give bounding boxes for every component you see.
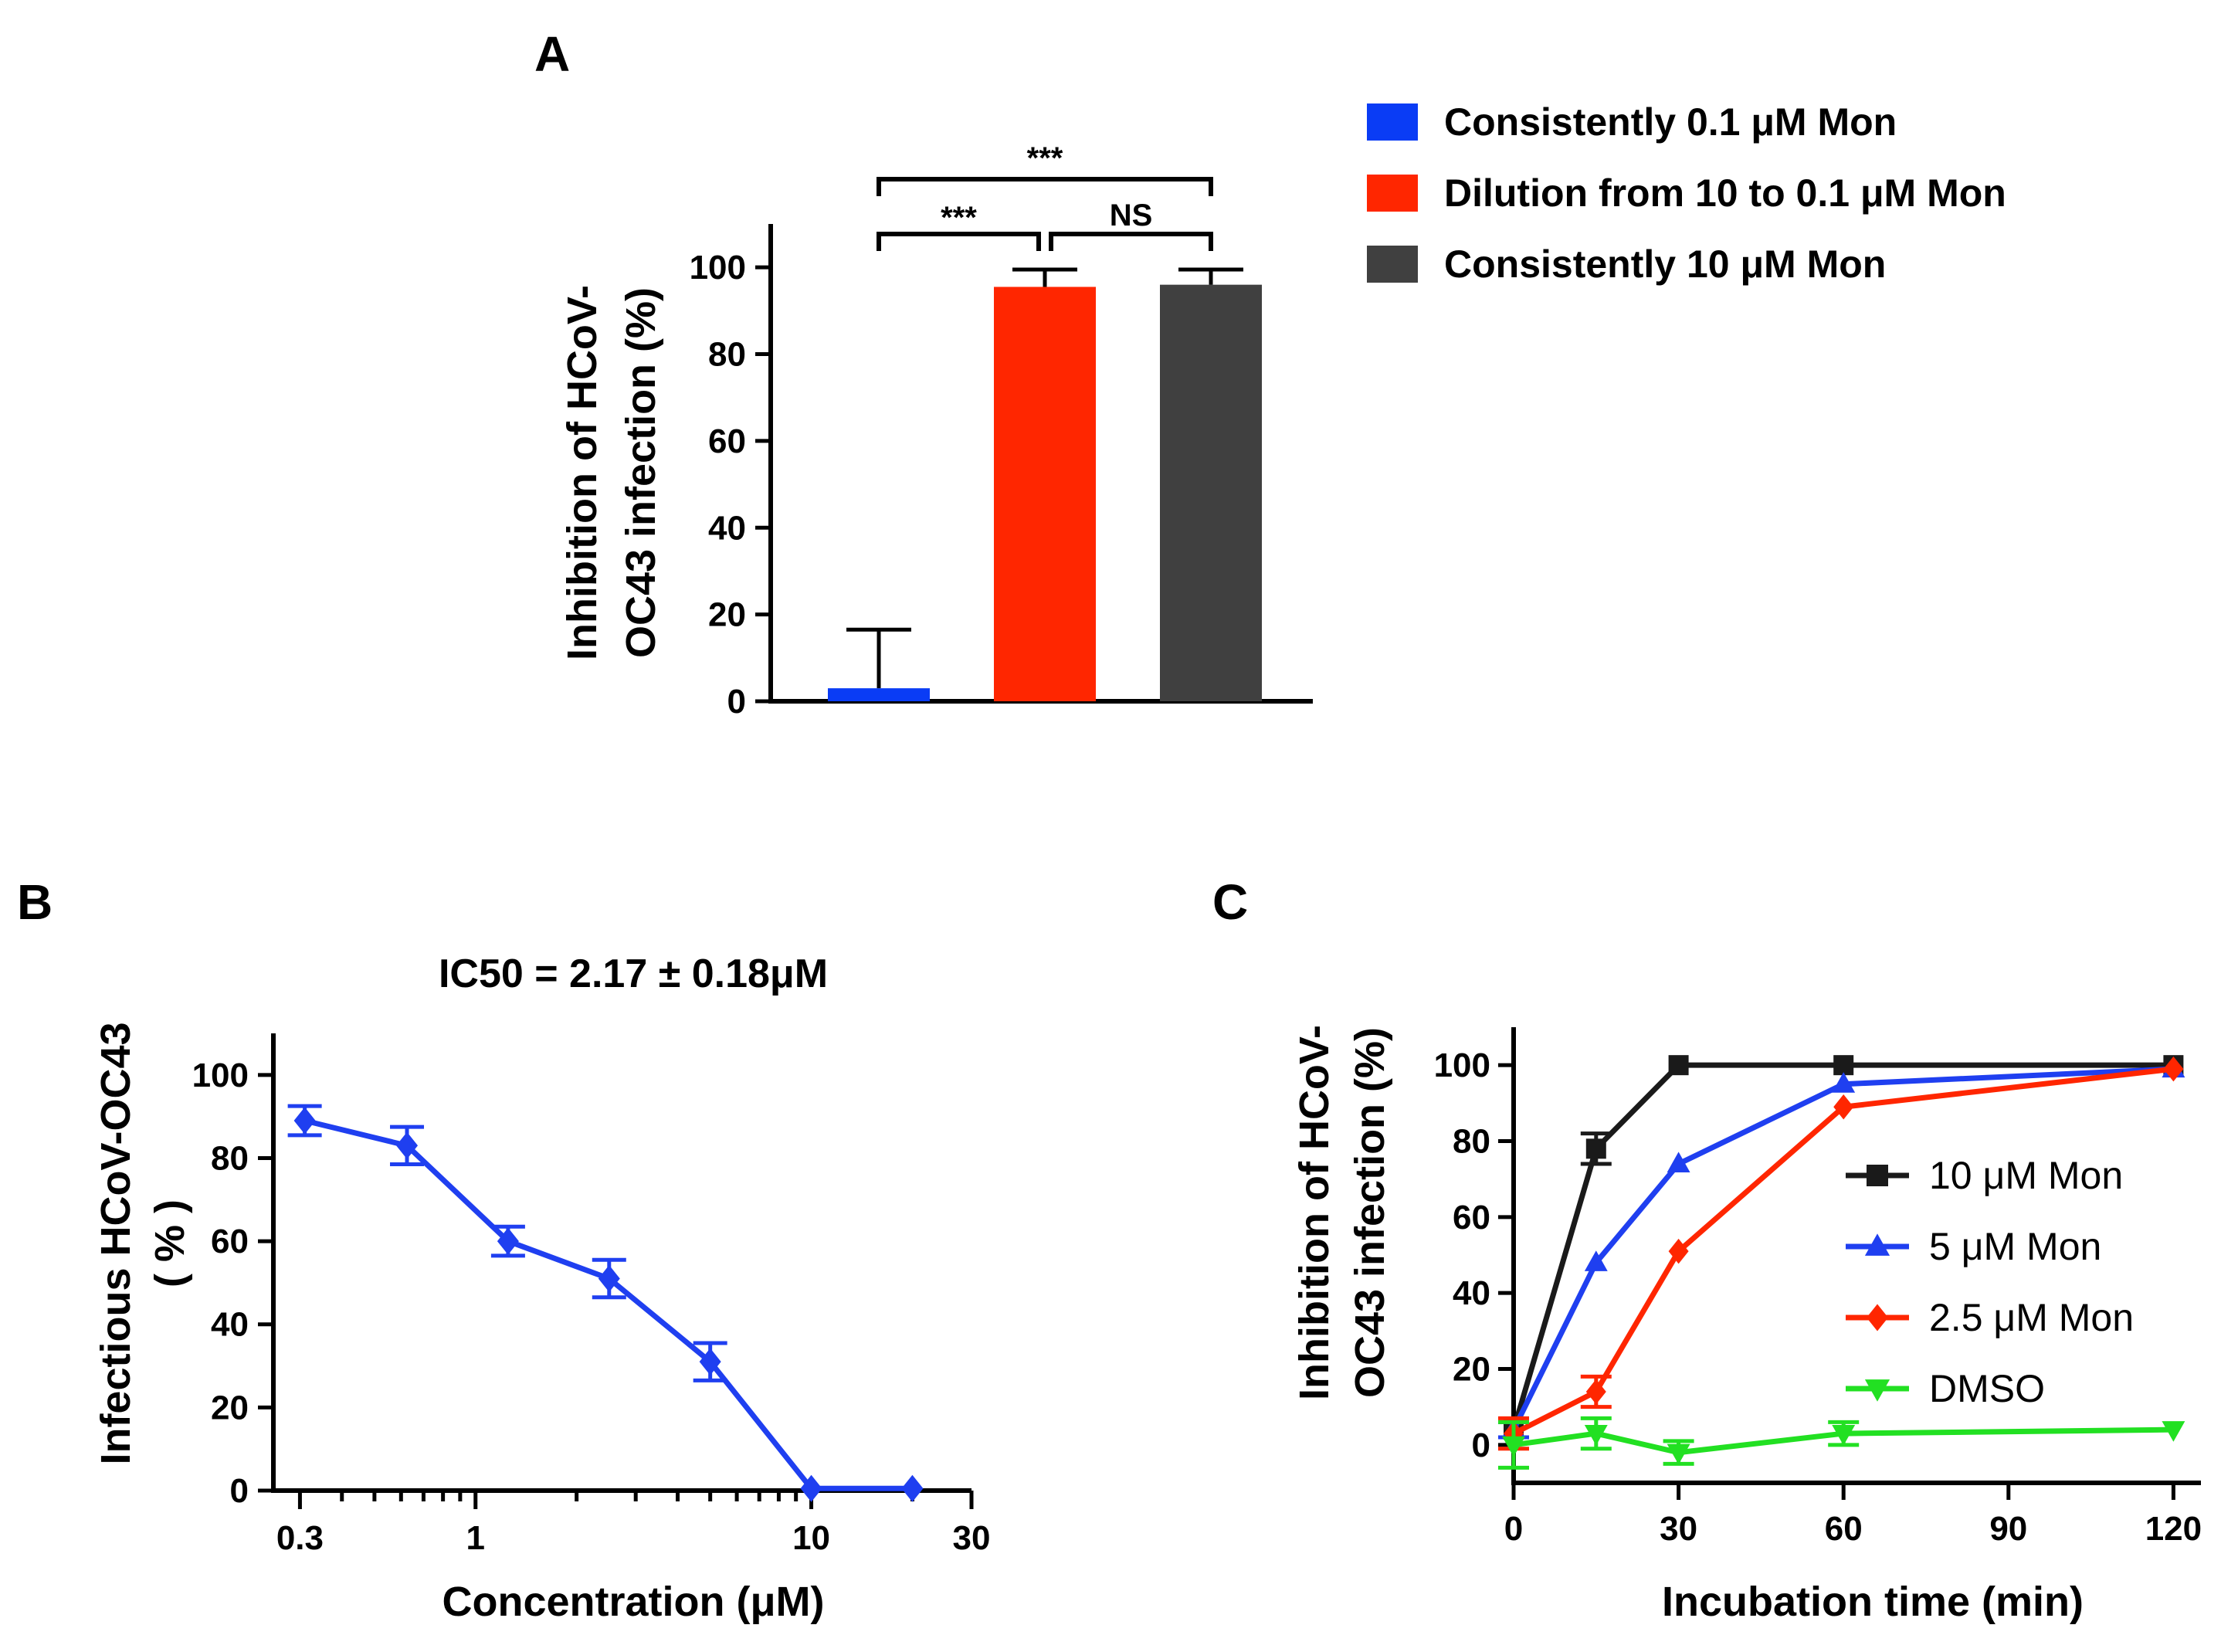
panel-b-x-tick-label: 30 [953, 1519, 991, 1557]
panel-b-y-tick-label: 20 [211, 1389, 249, 1426]
panel-c-data-point [1667, 1443, 1690, 1465]
panel-c-data-point [1832, 1072, 1856, 1093]
panel-b-y-tick-label: 100 [192, 1057, 249, 1094]
panel-b-title: IC50 = 2.17 ± 0.18μM [439, 952, 828, 996]
panel-c-data-point [1832, 1425, 1856, 1446]
panel-a-significance-label: *** [941, 201, 977, 235]
panel-b-y-axis-title-line2: ( % ) [147, 1199, 193, 1287]
panel-c-legend-marker [1867, 1304, 1888, 1331]
panel-c-data-point [1668, 1055, 1689, 1076]
panel-b-y-tick-label: 80 [211, 1139, 249, 1177]
panel-b-x-axis-title: Concentration (μM) [443, 1579, 825, 1625]
panel-a-y-tick-label: 80 [708, 336, 746, 374]
panel-c-data-point [1585, 1379, 1606, 1405]
panel-a-y-tick-label: 40 [708, 509, 746, 547]
panel-a-significance-bracket [1049, 232, 1213, 251]
panel-b-x-tick-label: 0.3 [276, 1519, 324, 1557]
panel-c-y-tick-label: 20 [1453, 1351, 1490, 1389]
panel-c-y-tick-label: 40 [1453, 1274, 1490, 1312]
panel-c-data-point [2162, 1421, 2185, 1442]
panel-c-x-tick-label: 120 [2145, 1510, 2202, 1548]
panel-a-bar [1160, 284, 1262, 701]
panel-a-legend-swatch [1367, 246, 1418, 283]
panel-c-data-point [1667, 1152, 1690, 1173]
panel-c-y-tick-label: 100 [1434, 1046, 1490, 1084]
panel-a-legend: Consistently 0.1 μM Mon Dilution from 10 … [1367, 100, 2006, 286]
panel-a-y-axis-title-line2: OC43 infection (%) [618, 287, 664, 658]
panel-b-data-point [293, 1107, 316, 1135]
panel-c-legend-label: 2.5 μM Mon [1929, 1296, 2134, 1339]
panel-c-legend-marker [1867, 1165, 1888, 1186]
panel-a-significance-label: NS [1110, 198, 1153, 232]
panel-b-data-point [497, 1227, 519, 1255]
panel-c-data-point [1584, 1250, 1608, 1271]
panel-c-legend-label: 5 μM Mon [1929, 1225, 2101, 1268]
panel-c-y-tick-label: 0 [1472, 1426, 1490, 1464]
panel-b-y-tick-label: 0 [230, 1472, 249, 1510]
panel-b-data-point [800, 1474, 822, 1502]
panel-a-legend-label: Consistently 10 μM Mon [1444, 243, 1886, 286]
panel-c-data-point [1833, 1094, 1854, 1120]
panel-a-y-tick-label: 100 [690, 249, 746, 287]
panel-a-y-tick-label: 60 [708, 422, 746, 460]
panel-c-line-chart: 0 20 40 60 80 100 0 30 60 90 120 10 μM Mon 5 μM Mon… [1291, 1025, 2202, 1625]
panel-a-legend-swatch [1367, 175, 1418, 212]
panel-c-data-point [1585, 1138, 1606, 1159]
panel-label-b: B [17, 874, 53, 930]
panel-a-bar [994, 287, 1096, 701]
panel-c-x-axis-title: Incubation time (min) [1662, 1579, 2084, 1625]
panel-c-x-tick-label: 90 [1989, 1510, 2027, 1548]
panel-c-x-tick-label: 60 [1825, 1510, 1863, 1548]
panel-b-data-point [396, 1131, 419, 1159]
panel-c-data-point [2163, 1056, 2184, 1082]
panel-a-y-axis-title-line1: Inhibition of HCoV- [559, 285, 605, 660]
panel-c-x-tick-label: 30 [1660, 1510, 1697, 1548]
panel-b-y-tick-label: 40 [211, 1306, 249, 1344]
panel-a-significance-label: *** [1027, 141, 1063, 175]
panel-a-bar-chart: Consistently 0.1 μM Mon Dilution from 10 … [559, 100, 2006, 721]
panel-c-legend: 10 μM Mon 5 μM Mon 2.5 μM Mon DMSO [1846, 1154, 2134, 1410]
panel-c-y-tick-label: 80 [1453, 1123, 1490, 1161]
panel-a-significance-bracket [877, 177, 1213, 196]
panel-c-data-point [1668, 1238, 1689, 1264]
panel-a-bar [828, 688, 930, 701]
panel-a-legend-swatch [1367, 103, 1418, 141]
panel-c-y-tick-label: 60 [1453, 1199, 1490, 1236]
panel-b-data-point [699, 1348, 721, 1376]
panel-a-y-tick-label: 20 [708, 596, 746, 634]
panel-b-series-line [303, 1118, 913, 1491]
panel-c-data-point [1584, 1425, 1608, 1446]
panel-a-y-tick-label: 0 [727, 683, 746, 721]
panel-c-y-axis-title-line1: Inhibition of HCoV- [1291, 1025, 1338, 1400]
panel-b-x-tick-label: 10 [792, 1519, 830, 1557]
panel-c-legend-marker [1864, 1379, 1890, 1402]
panel-b-y-tick-label: 60 [211, 1223, 249, 1260]
panel-label-c: C [1212, 874, 1248, 930]
panel-label-a: A [534, 26, 570, 82]
panel-c-x-tick-label: 0 [1504, 1510, 1523, 1548]
panel-a-legend-label: Dilution from 10 to 0.1 μM Mon [1444, 171, 2006, 215]
panel-a-legend-label: Consistently 0.1 μM Mon [1444, 100, 1897, 144]
panel-c-legend-marker [1864, 1233, 1890, 1256]
panel-c-y-axis-title-line2: OC43 infection (%) [1347, 1027, 1393, 1398]
panel-b-data-point [598, 1265, 620, 1293]
panel-b-data-point [901, 1474, 924, 1502]
panel-c-data-point [1833, 1055, 1854, 1076]
panel-a-significance-bracket [877, 232, 1041, 251]
panel-b-line-chart: IC50 = 2.17 ± 0.18μM 0 20 40 60 80 100 0.3 1 10 3… [93, 952, 990, 1625]
panel-c-data-point [1502, 1436, 1525, 1457]
panel-c-legend-label: 10 μM Mon [1929, 1154, 2123, 1197]
panel-c-legend-label: DMSO [1929, 1367, 2045, 1410]
panel-b-y-axis-title-line1: Infectious HCoV-OC43 [93, 1022, 139, 1464]
panel-b-x-tick-label: 1 [466, 1519, 485, 1557]
